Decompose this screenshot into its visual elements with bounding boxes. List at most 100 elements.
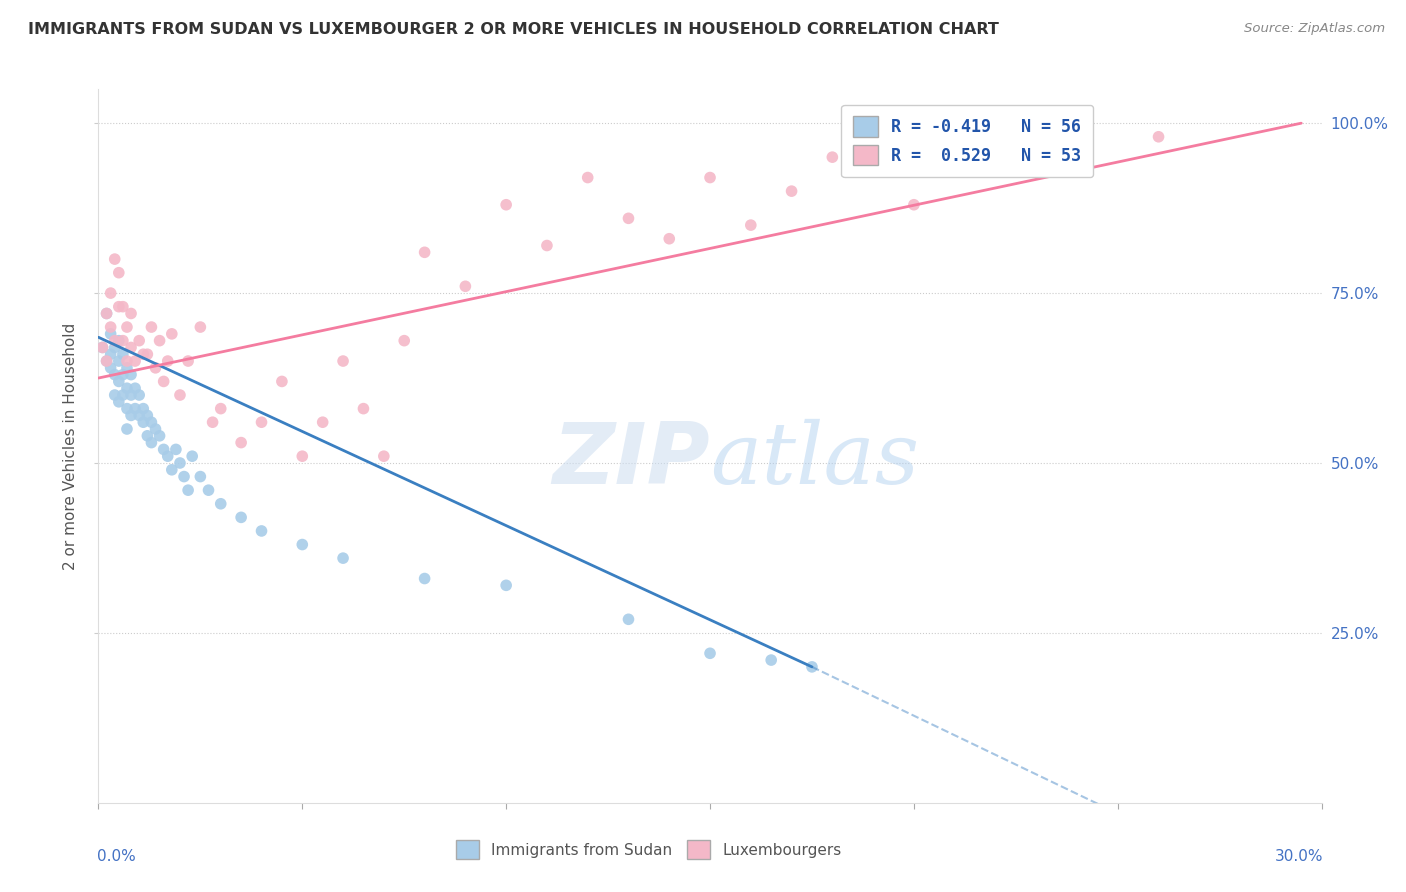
Point bbox=[108, 394, 131, 409]
Point bbox=[128, 334, 150, 348]
Point bbox=[617, 612, 640, 626]
Point bbox=[91, 341, 114, 355]
Point bbox=[108, 375, 131, 389]
Point bbox=[141, 320, 163, 334]
Point bbox=[454, 279, 477, 293]
Text: atlas: atlas bbox=[710, 419, 920, 501]
Point bbox=[115, 360, 138, 375]
Point bbox=[576, 170, 599, 185]
Point bbox=[100, 360, 122, 375]
Point bbox=[177, 483, 200, 498]
Point bbox=[100, 347, 122, 361]
Point bbox=[173, 469, 195, 483]
Point bbox=[250, 415, 273, 429]
Point bbox=[111, 388, 134, 402]
Point bbox=[699, 170, 721, 185]
Point bbox=[120, 368, 142, 382]
Point bbox=[124, 354, 146, 368]
Point bbox=[104, 341, 127, 355]
Point bbox=[352, 401, 374, 416]
Point bbox=[111, 368, 134, 382]
Point bbox=[136, 409, 159, 423]
Point bbox=[312, 415, 335, 429]
Point bbox=[96, 354, 118, 368]
Point bbox=[96, 306, 118, 320]
Point bbox=[169, 388, 191, 402]
Point bbox=[495, 578, 517, 592]
Point bbox=[104, 388, 127, 402]
Point bbox=[156, 354, 179, 368]
Point bbox=[413, 572, 436, 586]
Point bbox=[96, 354, 118, 368]
Point bbox=[120, 341, 142, 355]
Point bbox=[115, 422, 138, 436]
Point bbox=[1025, 163, 1047, 178]
Point bbox=[120, 388, 142, 402]
Point bbox=[903, 198, 925, 212]
Point bbox=[373, 449, 395, 463]
Text: Source: ZipAtlas.com: Source: ZipAtlas.com bbox=[1244, 22, 1385, 36]
Point bbox=[96, 306, 118, 320]
Point bbox=[120, 306, 142, 320]
Point bbox=[658, 232, 681, 246]
Point bbox=[136, 429, 159, 443]
Point bbox=[128, 388, 150, 402]
Point bbox=[115, 320, 138, 334]
Point bbox=[104, 334, 127, 348]
Point bbox=[780, 184, 803, 198]
Point bbox=[104, 368, 127, 382]
Point bbox=[124, 381, 146, 395]
Point bbox=[332, 354, 354, 368]
Point bbox=[188, 320, 212, 334]
Point bbox=[104, 252, 127, 266]
Point bbox=[120, 409, 142, 423]
Point bbox=[91, 341, 114, 355]
Point bbox=[392, 334, 416, 348]
Point bbox=[160, 326, 183, 341]
Point bbox=[132, 347, 155, 361]
Point bbox=[201, 415, 224, 429]
Point bbox=[740, 218, 762, 232]
Point bbox=[152, 442, 174, 457]
Text: 0.0%: 0.0% bbox=[97, 849, 136, 864]
Point bbox=[111, 334, 134, 348]
Point bbox=[128, 409, 150, 423]
Point bbox=[197, 483, 219, 498]
Point bbox=[115, 401, 138, 416]
Point bbox=[156, 449, 179, 463]
Point bbox=[821, 150, 844, 164]
Point bbox=[231, 510, 253, 524]
Point bbox=[413, 245, 436, 260]
Point bbox=[291, 537, 314, 551]
Point bbox=[149, 334, 172, 348]
Point bbox=[108, 266, 131, 280]
Point bbox=[209, 497, 232, 511]
Point bbox=[332, 551, 354, 566]
Point bbox=[132, 401, 155, 416]
Point bbox=[495, 198, 517, 212]
Point bbox=[111, 300, 134, 314]
Point bbox=[160, 463, 183, 477]
Point bbox=[141, 435, 163, 450]
Point bbox=[699, 646, 721, 660]
Point bbox=[761, 653, 783, 667]
Point bbox=[270, 375, 294, 389]
Text: IMMIGRANTS FROM SUDAN VS LUXEMBOURGER 2 OR MORE VEHICLES IN HOUSEHOLD CORRELATIO: IMMIGRANTS FROM SUDAN VS LUXEMBOURGER 2 … bbox=[28, 22, 1000, 37]
Point bbox=[100, 320, 122, 334]
Point bbox=[165, 442, 187, 457]
Point bbox=[536, 238, 558, 252]
Point bbox=[152, 375, 174, 389]
Text: 30.0%: 30.0% bbox=[1274, 849, 1323, 864]
Point bbox=[145, 360, 167, 375]
Point bbox=[124, 401, 146, 416]
Point bbox=[231, 435, 253, 450]
Legend: Immigrants from Sudan, Luxembourgers: Immigrants from Sudan, Luxembourgers bbox=[449, 832, 849, 866]
Point bbox=[115, 354, 138, 368]
Point bbox=[108, 300, 131, 314]
Point bbox=[1147, 129, 1170, 144]
Point bbox=[108, 354, 131, 368]
Point bbox=[149, 429, 172, 443]
Point bbox=[169, 456, 191, 470]
Point bbox=[145, 422, 167, 436]
Point bbox=[100, 326, 122, 341]
